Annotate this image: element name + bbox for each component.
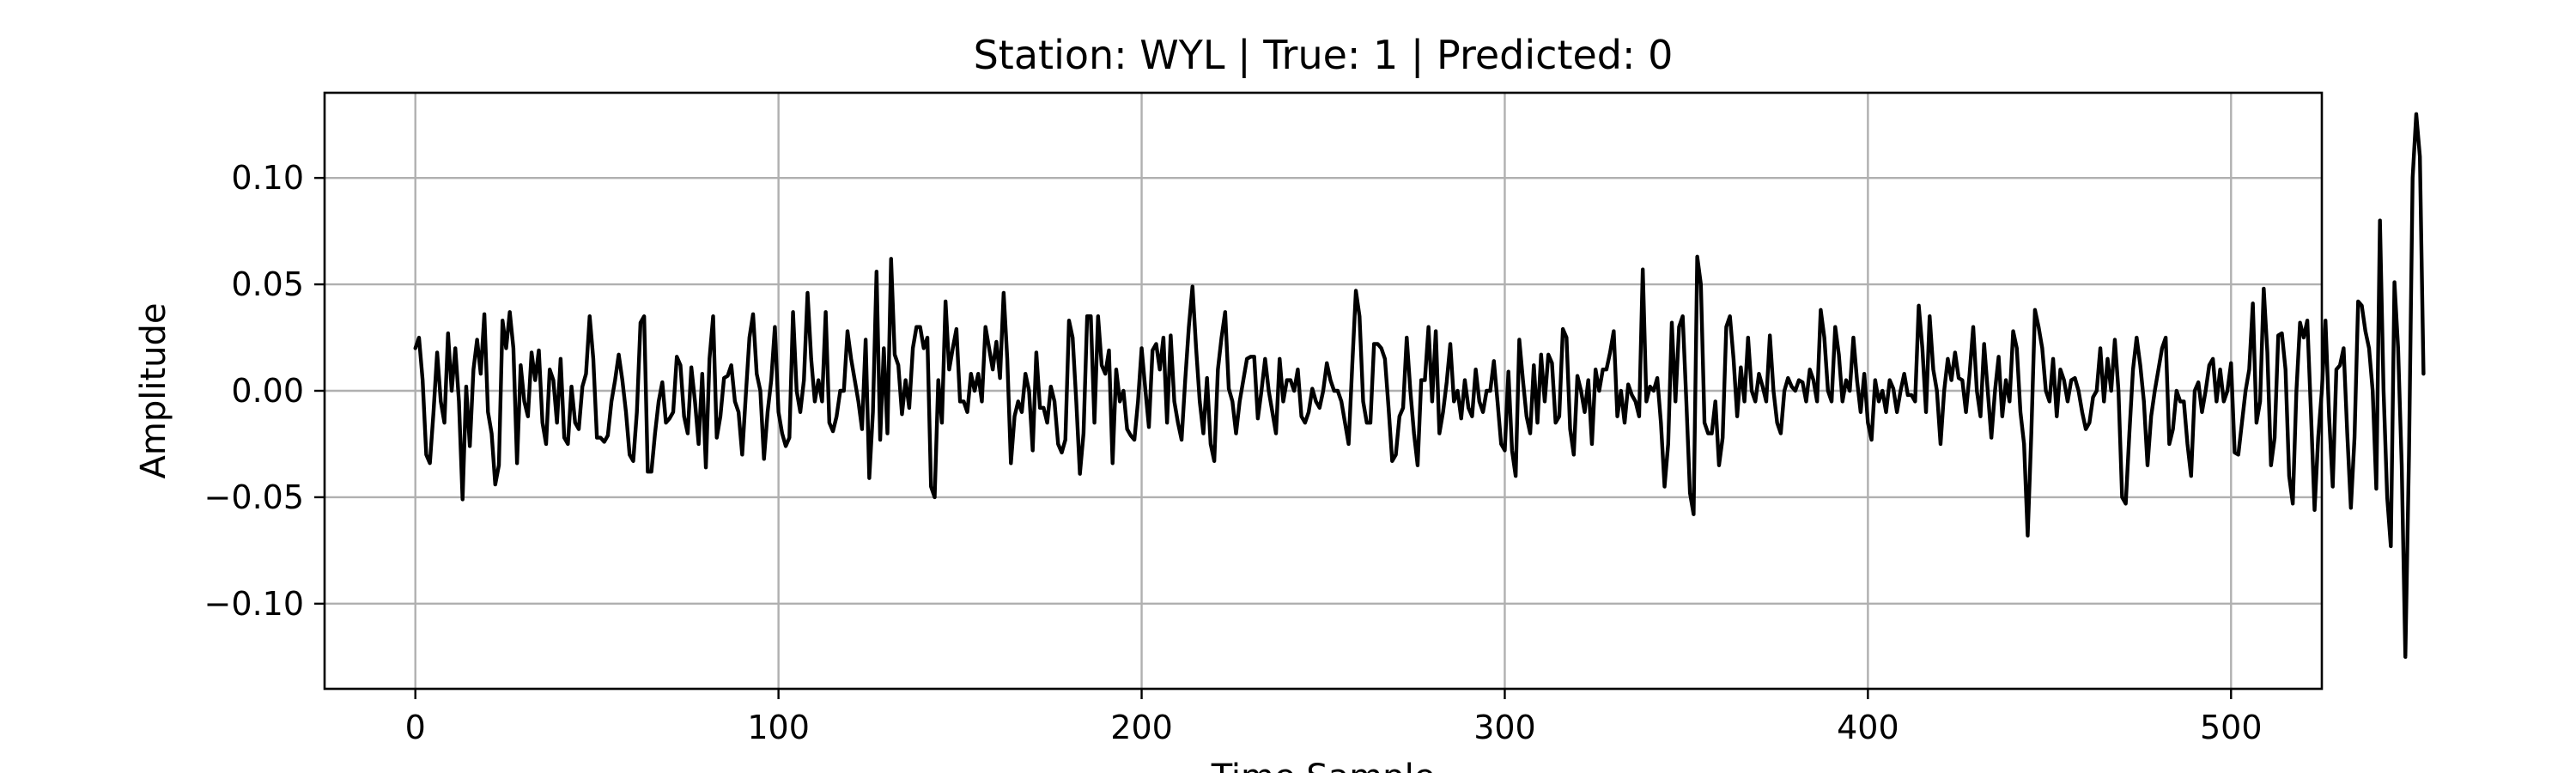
x-axis-label: Time Sample [1211, 758, 1436, 773]
x-tick-label: 400 [1837, 709, 1899, 746]
series-line [413, 112, 2426, 660]
axis-ticks: 0 100 200 300 400 500 −0.10 −0.05 0.00 0.05 0.10 [204, 159, 2263, 746]
y-tick-label: −0.05 [204, 478, 304, 516]
x-tick-label: 300 [1473, 709, 1536, 746]
y-tick-label: 0.05 [231, 265, 304, 303]
y-tick-label: 0.00 [231, 372, 304, 410]
x-tick-label: 0 [405, 709, 426, 746]
x-tick-label: 200 [1110, 709, 1173, 746]
x-tick-label: 500 [2200, 709, 2263, 746]
y-tick-label: 0.10 [231, 159, 304, 197]
y-axis-label: Amplitude [134, 303, 173, 479]
chart-title: Station: WYL | True: 1 | Predicted: 0 [974, 32, 1674, 79]
x-tick-label: 100 [747, 709, 810, 746]
y-tick-label: −0.10 [204, 585, 304, 623]
